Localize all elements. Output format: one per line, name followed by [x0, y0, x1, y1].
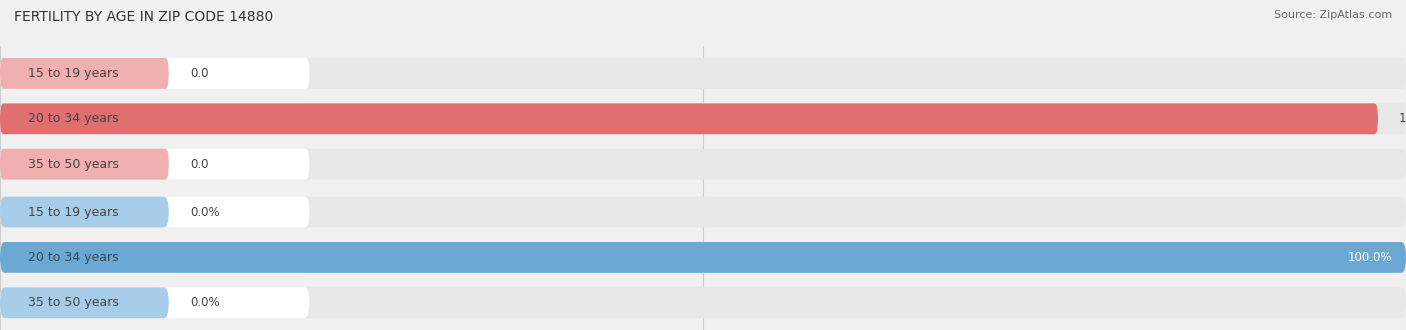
Text: 20 to 34 years: 20 to 34 years [28, 251, 118, 264]
FancyBboxPatch shape [0, 58, 169, 89]
FancyBboxPatch shape [0, 242, 1406, 273]
Text: 15 to 19 years: 15 to 19 years [28, 206, 118, 218]
Text: 35 to 50 years: 35 to 50 years [28, 296, 120, 309]
FancyBboxPatch shape [0, 103, 1406, 134]
FancyBboxPatch shape [0, 287, 1406, 318]
FancyBboxPatch shape [0, 149, 1406, 180]
FancyBboxPatch shape [0, 149, 169, 180]
FancyBboxPatch shape [0, 197, 169, 227]
FancyBboxPatch shape [0, 287, 309, 318]
Text: Source: ZipAtlas.com: Source: ZipAtlas.com [1274, 10, 1392, 20]
FancyBboxPatch shape [0, 103, 309, 134]
Text: 100.0%: 100.0% [1347, 251, 1392, 264]
FancyBboxPatch shape [0, 287, 169, 318]
Text: 0.0: 0.0 [190, 67, 208, 80]
Text: FERTILITY BY AGE IN ZIP CODE 14880: FERTILITY BY AGE IN ZIP CODE 14880 [14, 10, 273, 24]
FancyBboxPatch shape [0, 58, 309, 89]
FancyBboxPatch shape [0, 103, 1378, 134]
Text: 20 to 34 years: 20 to 34 years [28, 112, 118, 125]
FancyBboxPatch shape [0, 242, 309, 273]
FancyBboxPatch shape [0, 197, 309, 227]
Text: 0.0%: 0.0% [190, 296, 219, 309]
Text: 0.0%: 0.0% [190, 206, 219, 218]
FancyBboxPatch shape [0, 242, 1406, 273]
FancyBboxPatch shape [0, 58, 1406, 89]
Text: 15 to 19 years: 15 to 19 years [28, 67, 118, 80]
FancyBboxPatch shape [0, 149, 309, 180]
Text: 0.0: 0.0 [190, 158, 208, 171]
Text: 147.0: 147.0 [1399, 112, 1406, 125]
FancyBboxPatch shape [0, 197, 1406, 227]
Text: 35 to 50 years: 35 to 50 years [28, 158, 120, 171]
